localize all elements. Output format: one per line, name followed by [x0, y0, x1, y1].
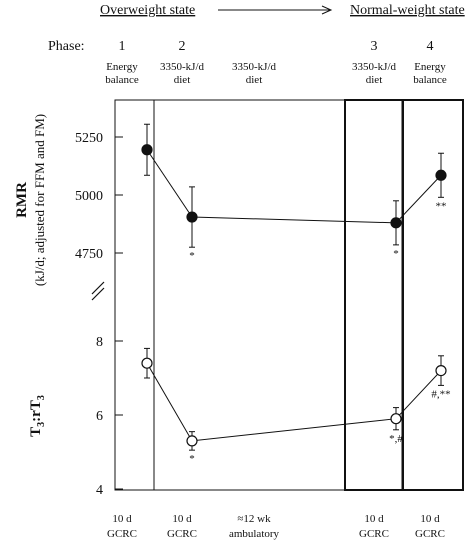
phase-desc-line1: Energy [414, 61, 446, 73]
y-tick-label: 5250 [75, 131, 103, 146]
significance-mark: * [393, 248, 399, 260]
phase-duration: ≈12 wk [237, 513, 271, 525]
phase-desc-line1: 3350-kJ/d [160, 61, 205, 73]
data-point [435, 365, 447, 377]
panel-2: 8 6 4 * *,# #,** [96, 335, 451, 498]
t3rt3-axis-title: T3:rT3 [28, 395, 47, 437]
series-line [146, 149, 442, 224]
plot-frames [114, 99, 464, 491]
phase-3-box [344, 99, 404, 491]
phase-2-number: 2 [179, 39, 186, 54]
y-tick-label: 4 [96, 483, 103, 498]
overweight-state-label: Overweight state [100, 3, 195, 18]
data-point [186, 435, 198, 447]
phase-desc-line1: 3350-kJ/d [232, 61, 277, 73]
data-point [390, 413, 402, 425]
y-tick-label: 4750 [75, 247, 103, 262]
phase-headers: 1Energybalance23350-kJ/ddiet3350-kJ/ddie… [105, 39, 447, 86]
significance-mark: ** [436, 200, 447, 212]
significance-mark: *,# [389, 433, 403, 445]
significance-mark: #,** [431, 388, 450, 400]
y-tick-label: 6 [96, 409, 103, 424]
state-arrow [218, 5, 333, 15]
phase-location: GCRC [415, 528, 445, 540]
significance-mark: * [189, 453, 195, 465]
phase-4-number: 4 [427, 39, 434, 54]
phase-location: GCRC [107, 528, 137, 540]
phase-1-number: 1 [119, 39, 126, 54]
data-point [435, 169, 447, 181]
data-point [141, 357, 153, 369]
rmr-axis-label: RMR [14, 182, 30, 218]
rmr-axis-sublabel: (kJ/d; adjusted for FFM and FM) [32, 114, 47, 286]
phase-location: ambulatory [229, 528, 280, 540]
phase-duration: 10 d [112, 513, 132, 525]
y-tick-label: 5000 [75, 189, 103, 204]
phase-4-box [402, 99, 464, 491]
data-point [390, 217, 402, 229]
significance-mark: * [189, 250, 195, 262]
series-line [146, 362, 442, 442]
y-tick-label: 8 [96, 335, 103, 350]
rmr-axis-subtitle: (kJ/d; adjusted for FFM and FM) [32, 114, 47, 286]
data-point [186, 211, 198, 223]
rmr-axis-title: RMR [14, 182, 30, 218]
normal-weight-state-label: Normal-weight state [350, 3, 465, 18]
phase-desc-line2: diet [246, 74, 263, 86]
phase-location: GCRC [167, 528, 197, 540]
t3rt3-axis-label: T3:rT3 [28, 395, 47, 437]
data-point [141, 144, 153, 156]
phase-label: Phase: [48, 39, 85, 54]
phase-desc-line2: diet [174, 74, 191, 86]
plot-frame [114, 99, 403, 491]
axis-break [91, 281, 105, 301]
phase-desc-line1: Energy [106, 61, 138, 73]
phase-desc-line2: balance [105, 74, 139, 86]
phase-duration: 10 d [364, 513, 384, 525]
phase-footers: 10 d GCRC 10 d GCRC ≈12 wk ambulatory 10 d GCRC… [107, 513, 445, 540]
phase-desc-line2: balance [413, 74, 447, 86]
phase-desc-line1: 3350-kJ/d [352, 61, 397, 73]
phase-duration: 10 d [420, 513, 440, 525]
phase-3-number: 3 [371, 39, 378, 54]
phase-duration: 10 d [172, 513, 192, 525]
phase-location: GCRC [359, 528, 389, 540]
phase-desc-line2: diet [366, 74, 383, 86]
